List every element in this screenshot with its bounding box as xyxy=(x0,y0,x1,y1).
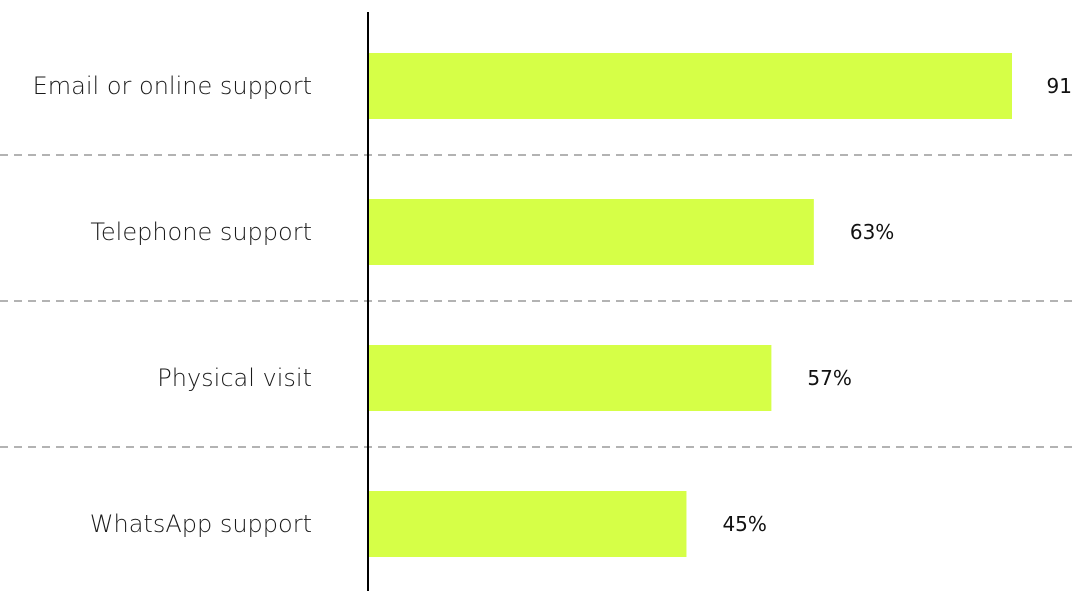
category-label: Physical visit xyxy=(157,364,312,392)
value-label: 57% xyxy=(807,366,851,390)
category-label: Email or online support xyxy=(33,72,312,100)
bar xyxy=(368,199,814,265)
value-label: 45% xyxy=(722,512,766,536)
category-label: Telephone support xyxy=(90,218,312,246)
bar xyxy=(368,53,1012,119)
value-label: 63% xyxy=(850,220,894,244)
category-label: WhatsApp support xyxy=(90,510,312,538)
bar xyxy=(368,345,772,411)
value-label: 91 xyxy=(1047,74,1072,98)
bar xyxy=(368,491,687,557)
